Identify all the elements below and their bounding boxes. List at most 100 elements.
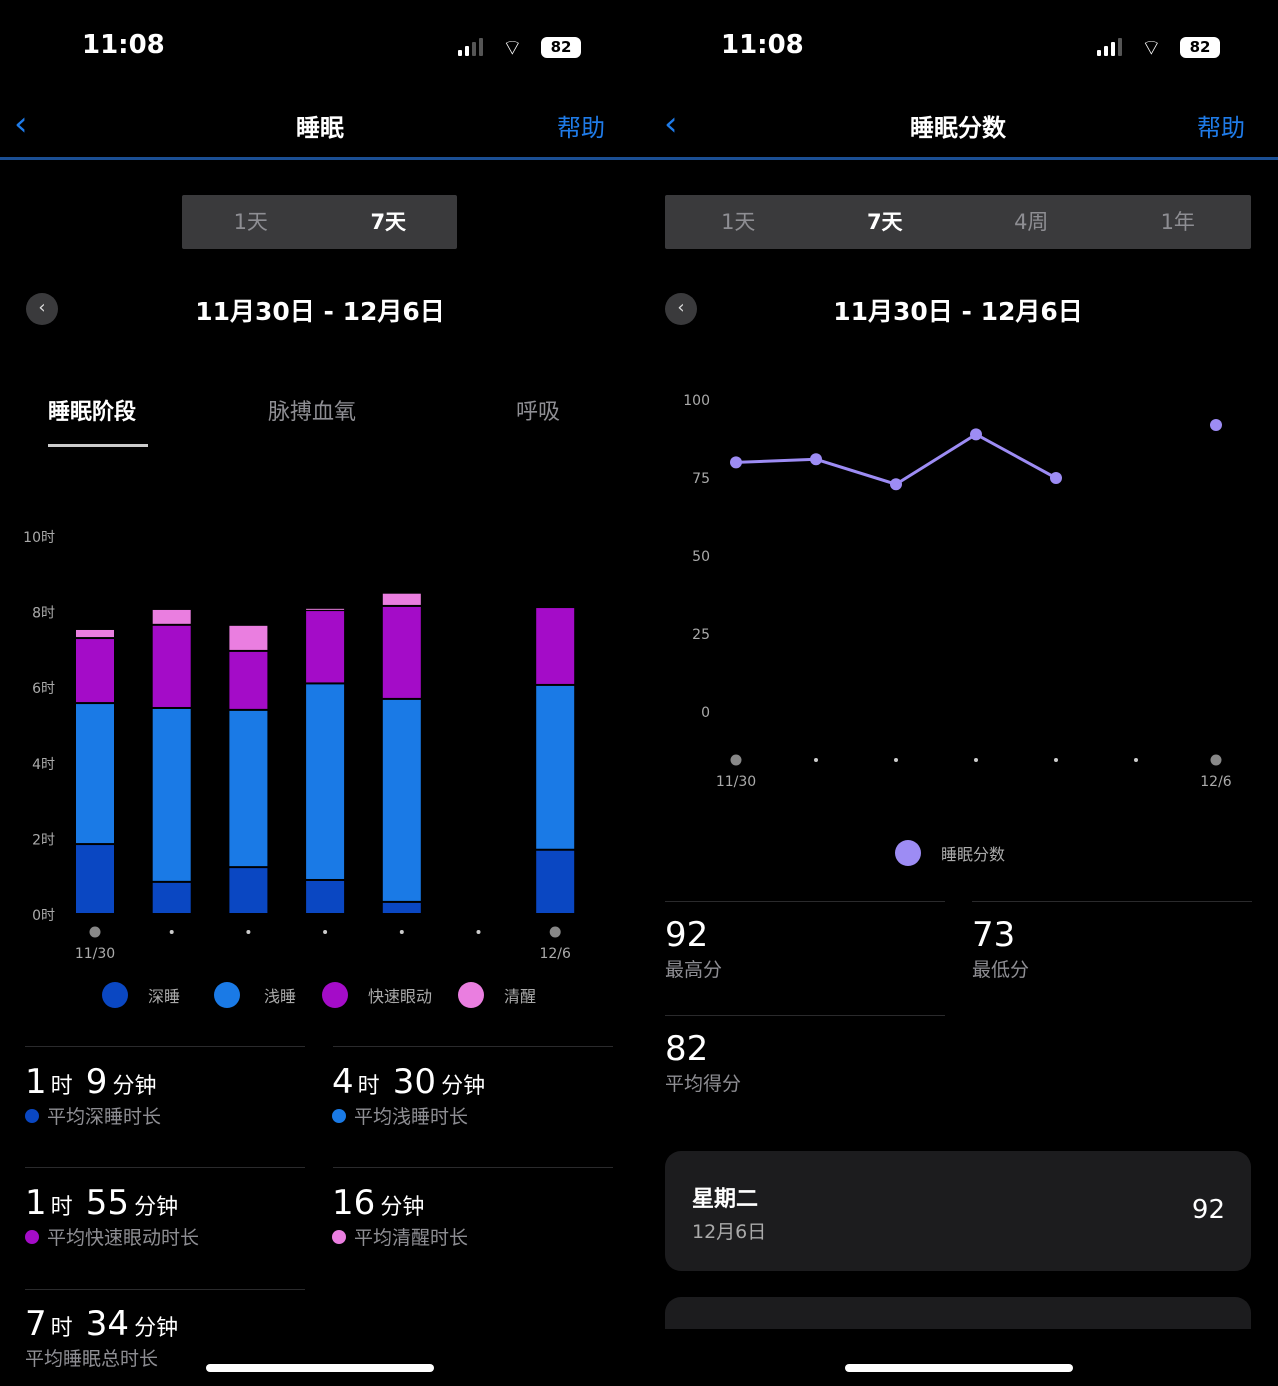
average-score: 82 平均得分 xyxy=(665,1029,741,1096)
bar-segment-2 xyxy=(229,651,268,709)
divider xyxy=(972,901,1252,902)
x-tick-dot xyxy=(476,930,481,934)
average-score-value: 82 xyxy=(665,1029,709,1069)
status-time: 11:08 xyxy=(82,30,165,60)
stat-label: 平均睡眠总时长 xyxy=(25,1348,159,1370)
x-tick-dot xyxy=(1210,754,1222,766)
divider xyxy=(333,1046,613,1047)
stat-label: 平均清醒时长 xyxy=(354,1227,469,1249)
stat-hours-unit: 时 xyxy=(50,1074,73,1099)
score-point xyxy=(890,478,902,491)
x-tick-dot xyxy=(1054,758,1058,762)
max-score-label: 最高分 xyxy=(665,959,723,981)
stat-color-dot xyxy=(332,1229,346,1244)
x-tick-dot xyxy=(974,758,978,762)
x-tick-dot xyxy=(814,758,818,762)
bar-segment-0 xyxy=(76,845,114,913)
score-point xyxy=(810,453,822,466)
bar-segment-1 xyxy=(76,704,114,844)
back-button[interactable]: ‹ xyxy=(14,104,28,144)
stat-color-dot xyxy=(25,1229,39,1244)
previous-period-button[interactable]: ‹ xyxy=(26,293,58,325)
bar-segment-0 xyxy=(536,850,575,913)
bar-segment-0 xyxy=(306,880,345,913)
stat-minutes-unit: 分钟 xyxy=(441,1074,486,1099)
stat-value: 16 分钟 xyxy=(332,1183,468,1223)
stat-minutes-unit: 分钟 xyxy=(380,1195,425,1220)
x-tick-dot xyxy=(549,926,561,938)
legend-label-score: 睡眠分数 xyxy=(941,845,1006,864)
y-tick-label: 2时 xyxy=(32,832,55,848)
stat-label-row: 平均清醒时长 xyxy=(332,1223,468,1250)
segment-1-year[interactable]: 1年 xyxy=(1160,210,1195,234)
status-time: 11:08 xyxy=(721,30,804,60)
stat-minutes: 55 xyxy=(85,1183,130,1223)
bar-segment-2 xyxy=(382,606,421,698)
score-point xyxy=(730,456,742,469)
divider xyxy=(25,1167,305,1168)
stat-hours: 1 xyxy=(25,1062,47,1102)
score-point xyxy=(1050,472,1062,484)
segment-4-weeks[interactable]: 4周 xyxy=(1014,210,1049,234)
sleep-score-chart: 0 25 50 75 100 11/30 12/6 xyxy=(683,393,1232,790)
tab-pulse-ox[interactable]: 脉搏血氧 xyxy=(268,400,357,425)
stat-label-row: 平均浅睡时长 xyxy=(332,1102,485,1129)
help-button[interactable]: 帮助 xyxy=(1197,114,1245,142)
stat-label: 平均深睡时长 xyxy=(47,1106,162,1128)
tab-breathing[interactable]: 呼吸 xyxy=(516,400,561,425)
cellular-signal-icon xyxy=(458,38,483,56)
y-tick-label: 8时 xyxy=(32,606,55,622)
bar-segment-2 xyxy=(306,611,345,683)
battery-icon: 82 xyxy=(541,37,581,58)
bar-segment-2 xyxy=(152,625,191,707)
day-score-card[interactable]: 星期二 12月6日 92 xyxy=(665,1151,1251,1271)
y-tick-label: 0 xyxy=(701,705,710,721)
segment-1-day[interactable]: 1天 xyxy=(233,210,268,234)
x-tick-dot xyxy=(323,930,328,934)
bar-segment-1 xyxy=(229,710,268,867)
bar-segment-1 xyxy=(382,699,421,901)
stat-minutes-unit: 分钟 xyxy=(134,1316,179,1341)
stat-hours: 4 xyxy=(332,1062,354,1102)
stat-label: 平均快速眼动时长 xyxy=(47,1227,200,1249)
y-tick-label: 6时 xyxy=(32,681,55,697)
date-range: 11月30日 - 12月6日 xyxy=(195,297,445,326)
x-tick-label: 12/6 xyxy=(539,946,571,962)
bar-segment-3 xyxy=(152,609,191,624)
stat-hours-unit: 时 xyxy=(357,1074,380,1099)
stat-hours-unit: 时 xyxy=(50,1316,73,1341)
segment-7-days[interactable]: 7天 xyxy=(370,210,407,234)
x-tick-dot xyxy=(730,754,742,766)
x-tick-dot xyxy=(399,930,404,934)
x-tick-dot xyxy=(894,758,898,762)
score-point xyxy=(970,428,982,441)
sleep-score-screen: 11:08 ⌔ 82 ‹ 睡眠分数 帮助 1天 7天 4周 1年 ‹ 11月30… xyxy=(640,0,1278,1386)
stat-color-dot xyxy=(25,1108,39,1123)
period-segmented-control: 1天 7天 4周 1年 xyxy=(665,195,1251,249)
bar-segment-0 xyxy=(229,868,268,913)
nav-divider xyxy=(0,157,640,160)
x-tick-label: 12/6 xyxy=(1200,774,1232,790)
tab-sleep-stages[interactable]: 睡眠阶段 xyxy=(48,400,137,425)
stat-minutes: 34 xyxy=(85,1304,130,1344)
tab-indicator xyxy=(48,444,148,447)
battery-icon: 82 xyxy=(1180,37,1220,58)
day-score-card[interactable] xyxy=(665,1297,1251,1329)
segment-1-day[interactable]: 1天 xyxy=(721,210,756,234)
bar-segment-1 xyxy=(536,685,575,849)
divider xyxy=(665,1015,945,1016)
y-tick-label: 4时 xyxy=(32,757,55,773)
date-range: 11月30日 - 12月6日 xyxy=(833,297,1083,326)
segment-7-days[interactable]: 7天 xyxy=(866,210,903,234)
back-button[interactable]: ‹ xyxy=(664,104,678,144)
legend-label-rem: 快速眼动 xyxy=(368,987,433,1006)
y-tick-label: 10时 xyxy=(23,530,55,546)
previous-period-button[interactable]: ‹ xyxy=(665,293,697,325)
average-score-label: 平均得分 xyxy=(665,1073,742,1095)
help-button[interactable]: 帮助 xyxy=(557,114,605,142)
bar-segment-3 xyxy=(76,629,114,638)
stat-minutes-unit: 分钟 xyxy=(134,1195,179,1220)
